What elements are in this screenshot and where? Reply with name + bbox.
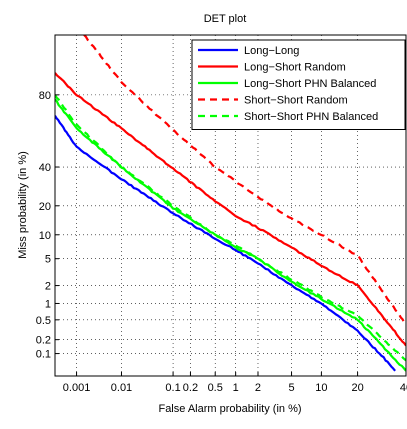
x-axis-label: False Alarm probability (in %) (158, 403, 301, 415)
series-line (83, 35, 406, 326)
x-tick-label: 0.001 (63, 382, 91, 394)
y-tick-label: 20 (39, 201, 51, 213)
x-tick-label: 1 (233, 382, 239, 394)
legend: Long−Long Long−Short Random Long−Short PHN… (191, 39, 406, 130)
series-line (55, 115, 396, 372)
x-tick-label: 10 (315, 382, 327, 394)
legend-label: Short−Short PHN Balanced (244, 111, 378, 123)
x-tick-label: 0.1 (165, 382, 180, 394)
legend-label: Long−Short PHN Balanced (244, 78, 376, 90)
y-tick-label: 0.2 (36, 335, 51, 347)
y-tick-label: 5 (45, 254, 51, 266)
legend-label: Long−Short Random (244, 62, 346, 74)
series-line (55, 98, 406, 372)
series-line (55, 72, 406, 347)
y-tick-label: 10 (39, 230, 51, 242)
legend-box (191, 39, 406, 130)
y-tick-label: 0.5 (36, 315, 51, 327)
x-tick-label: 0.2 (183, 382, 198, 394)
y-tick-label: 40 (39, 162, 51, 174)
x-tick-label: 20 (351, 382, 363, 394)
x-tick-label: 0.5 (208, 382, 223, 394)
legend-label: Short−Short Random (244, 95, 348, 107)
x-tick-label: 40 (400, 382, 407, 394)
y-tick-label: 0.1 (36, 349, 51, 361)
y-tick-label: 80 (39, 90, 51, 102)
x-tick-label: 0.01 (111, 382, 132, 394)
x-tick-label: 5 (288, 382, 294, 394)
legend-label: Long−Long (244, 45, 299, 57)
y-tick-label: 2 (45, 281, 51, 293)
chart-title: DET plot (204, 13, 247, 25)
series-lines (55, 35, 406, 372)
y-tick-label: 1 (45, 298, 51, 310)
x-tick-label: 2 (255, 382, 261, 394)
series-line (55, 94, 406, 362)
axis-ticks: 0.0010.010.10.20.51251020400.10.20.51251… (36, 90, 407, 394)
y-axis-label: Miss probability (in %) (17, 151, 29, 259)
